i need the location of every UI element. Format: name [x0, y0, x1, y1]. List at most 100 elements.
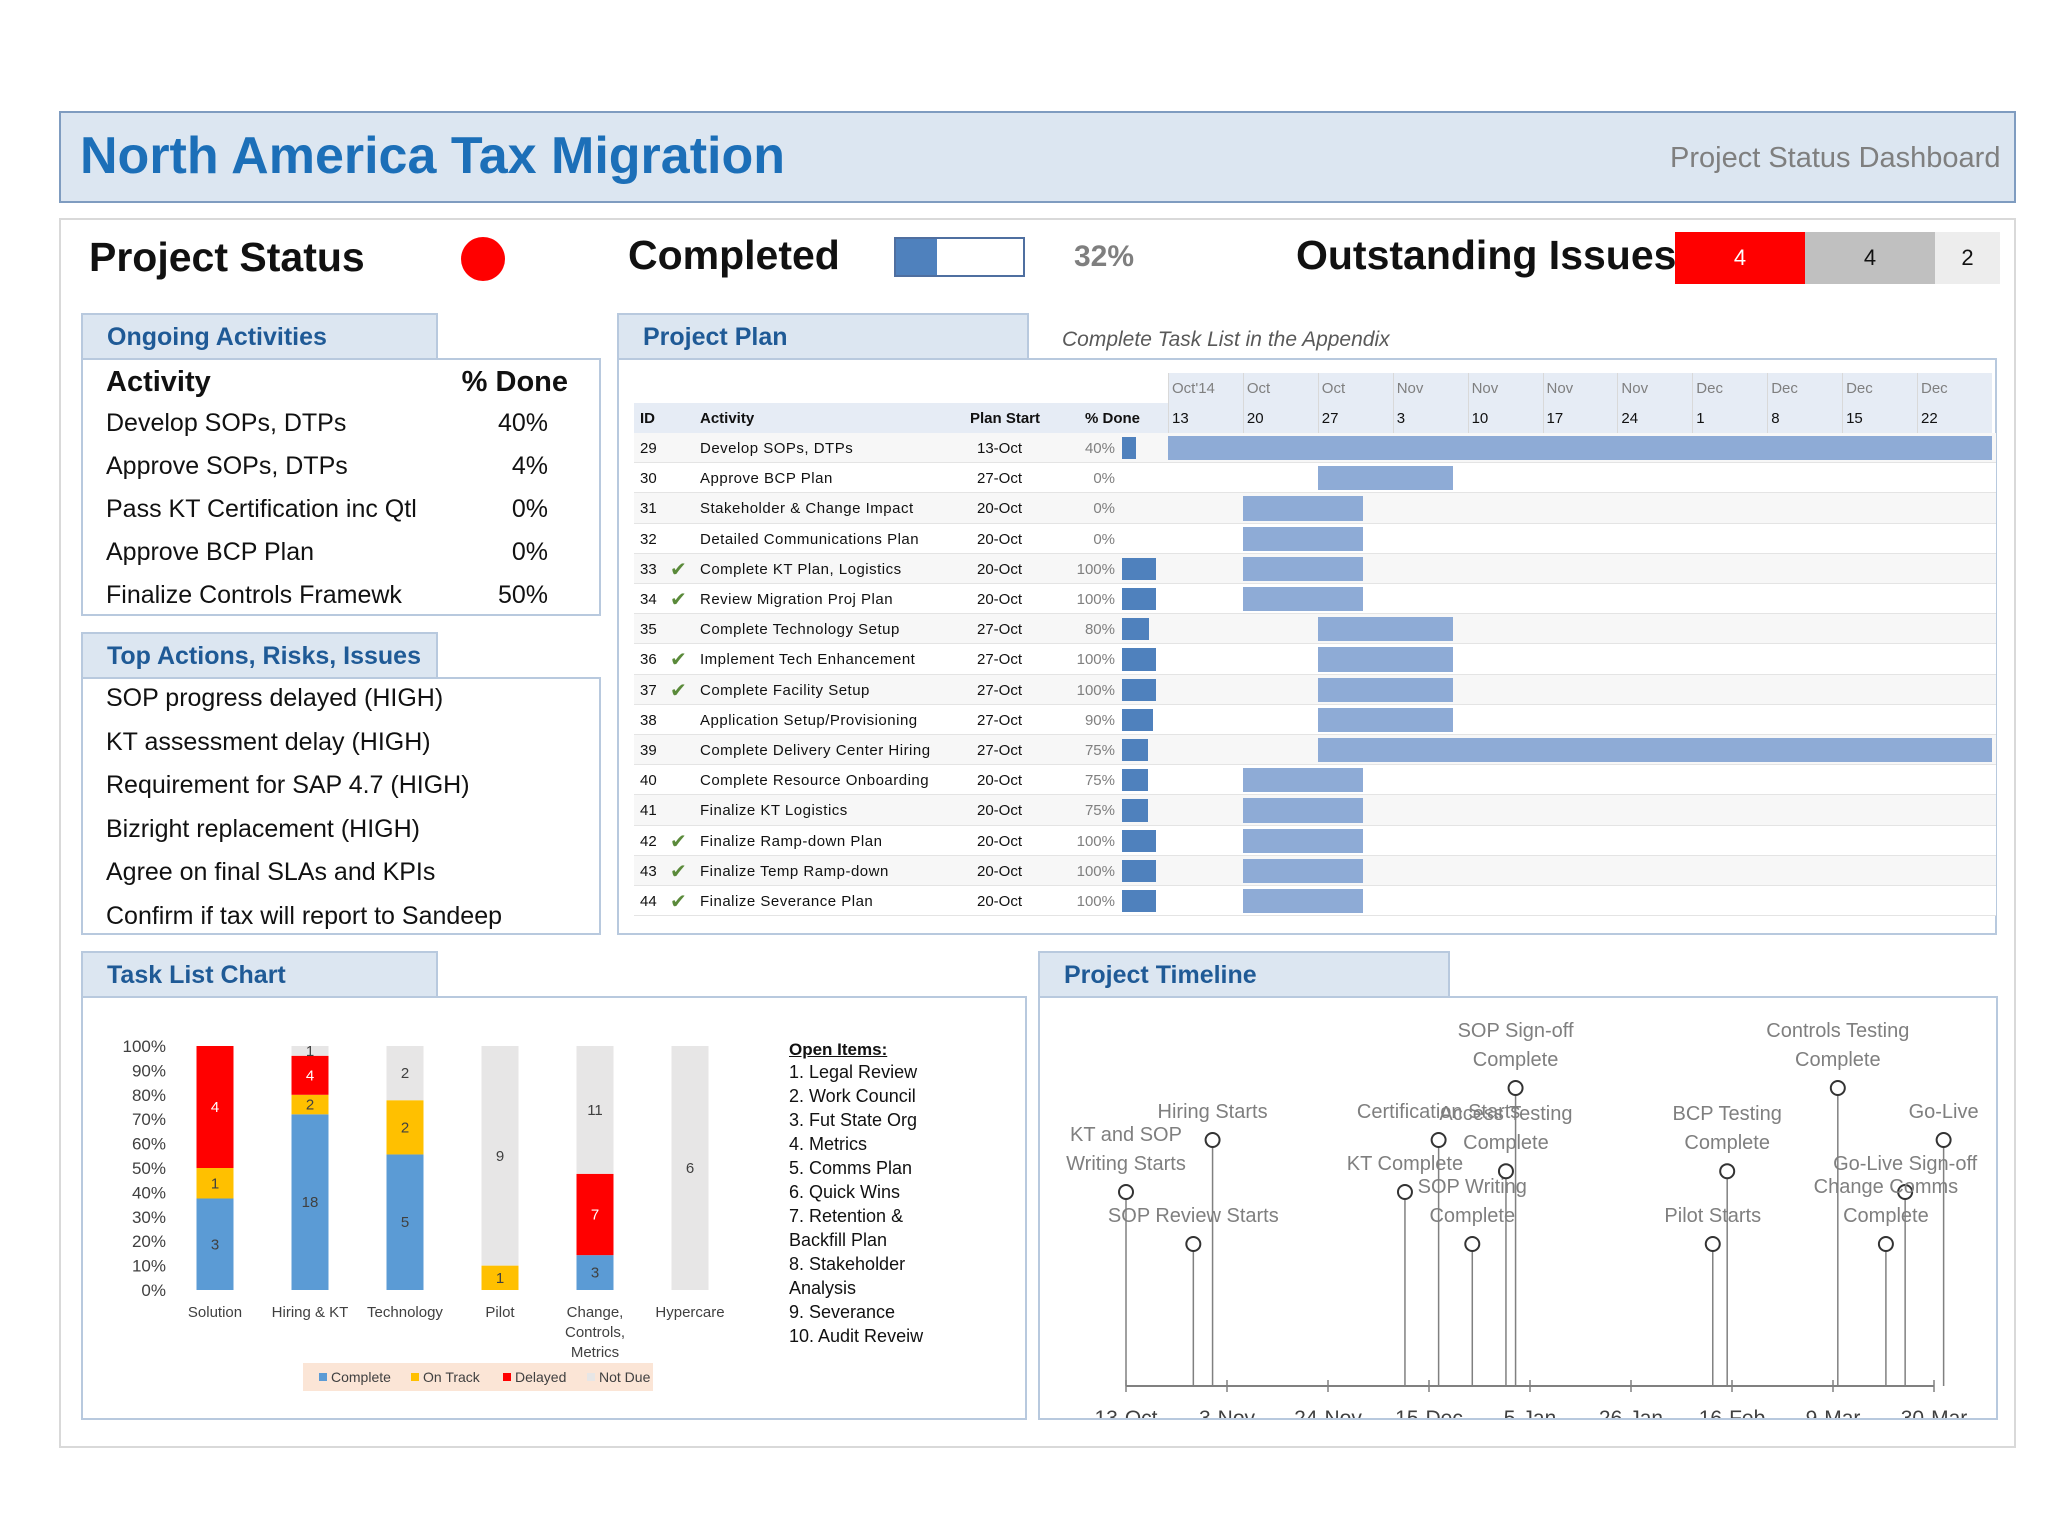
- check-icon: ✔: [670, 558, 687, 581]
- legend-swatch: [411, 1373, 419, 1381]
- gantt-task-bar: [1168, 436, 1992, 461]
- top-actions-header: Top Actions, Risks, Issues: [81, 632, 438, 678]
- bar-data-label: 3: [211, 1236, 219, 1253]
- timeline-milestone-marker: [1507, 1080, 1524, 1096]
- gantt-task-bar: [1317, 466, 1453, 491]
- legend-label: Complete: [331, 1369, 391, 1385]
- gantt-task-id: 38: [640, 711, 657, 729]
- timeline-event-label: BCP Testing: [1673, 1103, 1782, 1125]
- timeline-tick-label: 26-Jan: [1599, 1407, 1663, 1418]
- gantt-task-id: 40: [640, 772, 657, 790]
- gantt-task-start: 27-Oct: [977, 681, 1023, 699]
- open-item: 10. Audit Reveiw: [789, 1326, 924, 1346]
- check-icon: ✔: [670, 589, 687, 611]
- timeline-event-label: Go-Live: [1909, 1101, 1979, 1123]
- timeline-milestone-marker: [1829, 1080, 1846, 1096]
- gantt-task-start: 20-Oct: [977, 832, 1023, 850]
- timeline-tick-label: 16-Feb: [1699, 1407, 1766, 1418]
- bar-data-label: 2: [306, 1097, 314, 1114]
- gantt-task-start: 27-Oct: [977, 651, 1023, 669]
- timeline-milestone-marker: [1877, 1236, 1894, 1252]
- ongoing-activity-name: Pass KT Certification inc Qtl: [106, 495, 417, 523]
- timeline-event-label: Complete: [1429, 1205, 1515, 1227]
- timeline-milestone-marker: [1704, 1236, 1721, 1252]
- bar-segment: [671, 1046, 709, 1290]
- timeline-milestone-marker: [1204, 1132, 1221, 1148]
- y-tick-label: 10%: [132, 1257, 166, 1276]
- dashboard-header: [59, 111, 2016, 203]
- gantt-task-start: 20-Oct: [977, 802, 1023, 820]
- open-item: 6. Quick Wins: [789, 1182, 901, 1202]
- gantt-task-bar: [1317, 707, 1453, 732]
- gantt-week-month: Dec: [1921, 380, 1948, 397]
- project-plan-note: Complete Task List in the Appendix: [1062, 328, 1390, 351]
- gantt-task-done: 100%: [1076, 681, 1115, 699]
- issues-medium-count: 4: [1805, 232, 1935, 284]
- ongoing-activities-panel: [81, 358, 601, 616]
- gantt-task-bar: [1242, 828, 1363, 853]
- task-list-chart: 0% 10% 20% 30% 40% 50% 60% 70% 80% 90% 100% 3 1 4 Solu…: [123, 1037, 725, 1391]
- gantt-week-day: 10: [1471, 410, 1489, 427]
- timeline-event-label: SOP Review Starts: [1108, 1205, 1279, 1227]
- gantt-task-id: 41: [640, 802, 657, 820]
- category-label: Controls,: [565, 1324, 625, 1341]
- gantt-week-day: 22: [1921, 410, 1938, 427]
- bar-segment: [386, 1154, 424, 1290]
- gantt-task-start: 20-Oct: [977, 772, 1023, 790]
- bar-data-label: 11: [587, 1102, 603, 1119]
- gantt-task-bar: [1317, 617, 1453, 642]
- timeline-event-label: Pilot Starts: [1664, 1205, 1761, 1227]
- gantt-task-start: 20-Oct: [977, 862, 1023, 880]
- legend-swatch: [587, 1373, 595, 1381]
- timeline-tick-label: 24-Nov: [1294, 1407, 1362, 1418]
- gantt-task-id: 44: [640, 893, 657, 910]
- timeline-milestone-marker: [1396, 1184, 1413, 1200]
- gantt-week-day: 8: [1771, 410, 1780, 427]
- bar-data-label: 2: [401, 1065, 409, 1082]
- check-icon: ✔: [670, 860, 687, 883]
- page-title: North America Tax Migration: [80, 127, 785, 185]
- gantt-task-bar: [1317, 677, 1453, 702]
- timeline-event-label: Complete: [1473, 1049, 1559, 1071]
- gantt-task-bar: [1242, 798, 1363, 823]
- gantt-task-done: 100%: [1076, 591, 1115, 608]
- bar-segment: [386, 1100, 424, 1155]
- bar-segment: [291, 1094, 329, 1115]
- timeline-tick-label: 3-Nov: [1199, 1407, 1256, 1418]
- gantt-task-id: 30: [640, 470, 657, 488]
- bar-data-label: 6: [686, 1160, 694, 1177]
- bar-data-label: 5: [401, 1214, 409, 1231]
- gantt-task-done: 100%: [1076, 862, 1115, 880]
- gantt-task-id: 34: [640, 591, 657, 608]
- gantt-task-progress-bar: [1122, 799, 1148, 822]
- legend-swatch: [319, 1373, 327, 1381]
- gantt-task-activity: Complete KT Plan, Logistics: [700, 560, 902, 578]
- gantt-task-done: 100%: [1076, 832, 1115, 850]
- ongoing-activity-name: Approve BCP Plan: [106, 538, 314, 566]
- completed-percent: 32%: [1074, 240, 1135, 273]
- gantt-task-activity: Complete Delivery Center Hiring: [700, 742, 931, 759]
- gantt-task-progress-bar: [1122, 678, 1156, 701]
- y-tick-label: 50%: [132, 1159, 166, 1178]
- gantt-row: [634, 614, 1996, 645]
- gantt-task-progress-bar: [1122, 829, 1156, 852]
- bar-segment: [291, 1114, 329, 1290]
- gantt-task-activity: Detailed Communications Plan: [700, 530, 920, 548]
- open-item: 3. Fut State Org: [789, 1110, 918, 1130]
- gantt-task-progress-bar: [1122, 859, 1156, 882]
- open-item: 7. Retention &: [789, 1206, 904, 1226]
- gantt-week-month: Dec: [1846, 380, 1873, 397]
- category-label: Hiring & KT: [272, 1304, 349, 1321]
- open-item: 4. Metrics: [789, 1134, 868, 1154]
- open-item: 5. Comms Plan: [789, 1158, 913, 1178]
- issues-low-count: 2: [1935, 232, 2000, 284]
- y-tick-label: 90%: [132, 1061, 166, 1080]
- gantt-header-activity: Activity: [700, 410, 755, 427]
- bar-data-label: 2: [401, 1119, 409, 1136]
- gantt-task-done: 0%: [1093, 500, 1115, 518]
- gantt-week-day: 20: [1246, 410, 1264, 427]
- gantt-week-month: Oct'14: [1172, 380, 1215, 397]
- gantt-task-activity: Finalize Ramp-down Plan: [700, 832, 883, 850]
- gantt-task-start: 27-Oct: [977, 711, 1023, 729]
- bar-data-label: 4: [306, 1067, 314, 1084]
